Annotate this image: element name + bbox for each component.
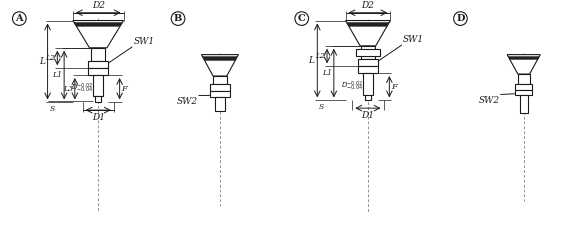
Text: $D^{-0.02}_{-0.04}$: $D^{-0.02}_{-0.04}$ bbox=[71, 81, 93, 94]
Polygon shape bbox=[347, 22, 389, 26]
Bar bbox=[88, 68, 108, 75]
Text: F: F bbox=[391, 83, 397, 91]
Polygon shape bbox=[346, 20, 391, 46]
Text: D: D bbox=[456, 14, 464, 23]
Text: A: A bbox=[16, 14, 23, 23]
Polygon shape bbox=[203, 56, 237, 61]
Text: SW2: SW2 bbox=[478, 97, 499, 106]
Bar bbox=[518, 74, 530, 84]
Text: L2: L2 bbox=[45, 54, 55, 62]
Bar bbox=[91, 48, 105, 61]
Polygon shape bbox=[508, 56, 539, 59]
Text: S: S bbox=[320, 103, 325, 111]
Text: L3: L3 bbox=[63, 85, 73, 93]
Bar bbox=[88, 61, 108, 68]
Text: L2: L2 bbox=[315, 52, 325, 60]
Bar bbox=[365, 94, 371, 100]
Bar bbox=[93, 75, 103, 97]
Text: D1: D1 bbox=[92, 113, 105, 122]
Text: D1: D1 bbox=[361, 111, 374, 120]
Text: L1: L1 bbox=[322, 69, 332, 77]
Text: S: S bbox=[49, 105, 55, 113]
Text: L: L bbox=[308, 56, 314, 65]
Polygon shape bbox=[201, 55, 239, 76]
Text: SW2: SW2 bbox=[176, 97, 197, 106]
Bar bbox=[210, 91, 230, 97]
Bar bbox=[210, 84, 230, 91]
Bar bbox=[358, 66, 378, 73]
Text: SW1: SW1 bbox=[403, 35, 424, 44]
Bar bbox=[213, 76, 227, 84]
Polygon shape bbox=[73, 20, 123, 48]
Bar bbox=[215, 97, 225, 111]
Bar bbox=[361, 46, 375, 59]
Text: D2: D2 bbox=[361, 1, 374, 10]
Polygon shape bbox=[507, 55, 540, 74]
Text: $D^{-0.02}_{-0.04}$: $D^{-0.02}_{-0.04}$ bbox=[340, 79, 363, 92]
Text: L: L bbox=[38, 57, 45, 66]
Bar bbox=[363, 73, 373, 94]
Text: F: F bbox=[122, 85, 127, 93]
Text: L1: L1 bbox=[52, 71, 62, 79]
Bar bbox=[95, 97, 101, 102]
Bar bbox=[356, 49, 379, 56]
Text: B: B bbox=[174, 14, 182, 23]
Text: SW1: SW1 bbox=[133, 37, 154, 46]
Bar bbox=[520, 95, 528, 113]
Polygon shape bbox=[74, 22, 122, 26]
Text: D2: D2 bbox=[92, 1, 105, 10]
Bar bbox=[515, 90, 533, 95]
Bar bbox=[515, 84, 533, 90]
Bar bbox=[358, 59, 378, 66]
Text: C: C bbox=[298, 14, 306, 23]
